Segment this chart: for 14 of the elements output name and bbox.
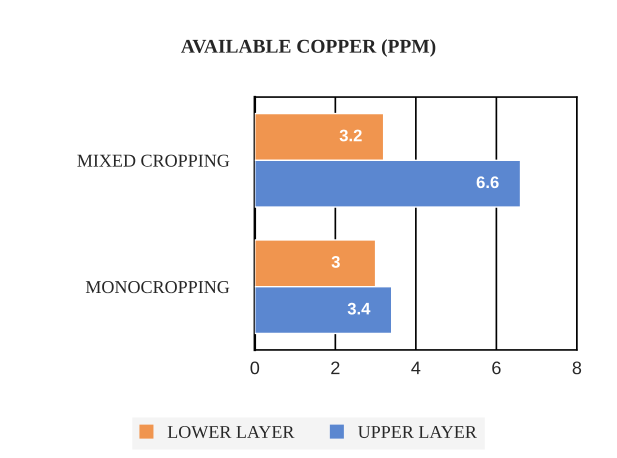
legend-label: LOWER LAYER (168, 426, 294, 438)
y-tick-label: MONOCROPPING (86, 281, 230, 294)
x-tick-label: 8 (572, 362, 582, 374)
x-tick-label: 2 (331, 362, 340, 374)
x-tick-label: 0 (250, 362, 260, 374)
data-label: 6.6 (476, 176, 499, 188)
data-label: 3 (332, 256, 340, 268)
data-label: 3.4 (348, 302, 370, 315)
chart-title: AVAILABLE COPPER (PPM) (181, 39, 436, 57)
data-label: 3.2 (340, 130, 362, 142)
x-tick-label: 6 (492, 362, 501, 374)
legend-label: UPPER LAYER (358, 426, 477, 438)
y-tick-label: MIXED CROPPING (77, 154, 230, 167)
x-tick-label: 4 (411, 362, 420, 374)
